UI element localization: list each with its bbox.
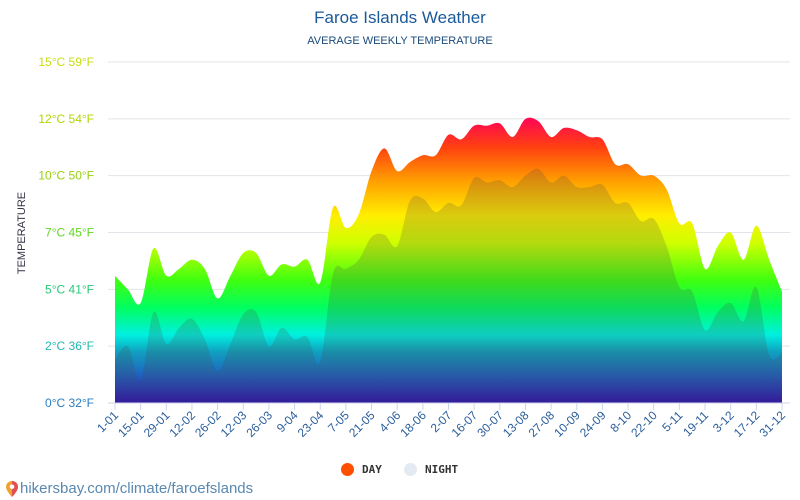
x-tick-label: 19-11 xyxy=(680,408,711,439)
night-series-shade xyxy=(115,168,782,403)
x-tick-label: 10-09 xyxy=(551,408,583,440)
y-tick-label: 15°C 59°F xyxy=(38,55,94,69)
x-tick-label: 24-09 xyxy=(577,408,609,440)
x-tick-label: 15-01 xyxy=(115,408,147,440)
y-tick-label: 2°C 36°F xyxy=(45,339,94,353)
chart-subtitle: AVERAGE WEEKLY TEMPERATURE xyxy=(307,35,493,47)
legend-label-day: DAY xyxy=(362,463,382,476)
y-tick-label: 0°C 32°F xyxy=(45,396,94,410)
temperature-chart: 0°C 32°F 2°C 36°F 5°C 41°F 7°C 45°F 10°C 50°… xyxy=(16,55,790,440)
x-axis: 1-0115-0129-0112-0226-0212-0326-039-0423… xyxy=(94,402,790,440)
map-pin-icon xyxy=(6,480,18,497)
x-tick-label: 26-02 xyxy=(192,408,224,440)
x-tick-label: 18-06 xyxy=(397,408,429,440)
x-tick-label: 16-07 xyxy=(449,408,481,440)
x-tick-label: 22-10 xyxy=(628,408,660,440)
y-axis: 0°C 32°F 2°C 36°F 5°C 41°F 7°C 45°F 10°C 50°… xyxy=(38,55,94,410)
x-tick-label: 12-02 xyxy=(166,408,198,440)
x-tick-label: 26-03 xyxy=(243,408,275,440)
x-tick-label: 12-03 xyxy=(218,408,250,440)
y-axis-label: TEMPERATURE xyxy=(16,192,28,274)
x-tick-label: 31-12 xyxy=(757,408,789,440)
chart-title: Faroe Islands Weather xyxy=(314,8,486,27)
legend-item-day[interactable]: DAY xyxy=(341,463,382,476)
day-legend-dot xyxy=(341,463,354,476)
night-series-area xyxy=(115,168,782,403)
footer-link[interactable]: hikersbay.com/climate/faroefslands xyxy=(6,480,253,497)
y-tick-label: 12°C 54°F xyxy=(38,112,94,126)
y-tick-label: 7°C 45°F xyxy=(45,226,94,240)
night-legend-dot xyxy=(404,463,417,476)
x-tick-label: 29-01 xyxy=(141,408,173,440)
x-tick-label: 17-12 xyxy=(731,408,763,440)
x-tick-label: 23-04 xyxy=(295,408,327,440)
legend-label-night: NIGHT xyxy=(425,463,459,476)
x-tick-label: 30-07 xyxy=(474,408,506,440)
x-tick-label: 27-08 xyxy=(526,408,558,440)
x-tick-label: 13-08 xyxy=(500,408,532,440)
footer-url: hikersbay.com/climate/faroefslands xyxy=(20,480,254,497)
legend-item-night[interactable]: NIGHT xyxy=(404,463,458,476)
y-tick-label: 10°C 50°F xyxy=(38,169,94,183)
x-tick-label: 21-05 xyxy=(346,408,378,440)
y-tick-label: 5°C 41°F xyxy=(45,282,94,296)
